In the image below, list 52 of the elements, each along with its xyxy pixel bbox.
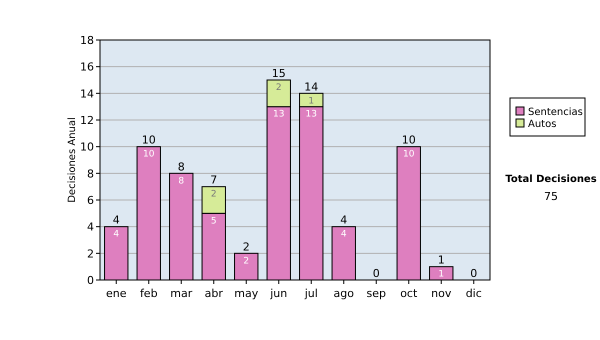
data-label: 2 [210,190,217,200]
total-label: 15 [272,67,286,80]
data-label: 10 [143,150,155,160]
x-tick-label: abr [204,287,224,300]
total-label: 7 [210,174,218,187]
total-label: 1 [438,254,445,267]
x-tick-label: mar [170,287,193,300]
data-label: 1 [308,96,314,106]
x-tick-label: feb [140,287,158,300]
total-label: 0 [372,267,380,280]
y-tick-label: 14 [80,87,94,100]
x-tick-label: jul [304,287,318,300]
data-label: 13 [306,110,317,120]
data-label: 10 [403,150,415,160]
data-label: 2 [276,83,282,93]
y-tick-label: 6 [87,194,94,207]
x-tick-label: dic [466,287,482,300]
total-label: 0 [470,267,478,280]
x-tick-label: sep [366,287,386,300]
data-label: 4 [113,230,120,240]
x-tick-label: ene [106,287,127,300]
total-label: 4 [112,214,120,227]
x-tick-label: nov [431,287,452,300]
legend-label: Autos [528,119,556,130]
y-tick-label: 0 [87,274,94,287]
x-tick-label: ago [334,287,354,300]
total-label: 2 [242,240,250,254]
y-tick-label: 4 [87,220,94,234]
total-label: 4 [340,214,348,227]
x-tick-label: oct [400,287,418,300]
data-label: 4 [340,230,347,240]
data-label: 1 [438,270,444,280]
text: 75 [544,190,558,203]
y-tick-label: 16 [80,60,94,74]
data-label: 13 [273,110,284,120]
legend-label: Sentencias [528,107,583,118]
y-tick-label: 8 [87,167,94,180]
y-tick-label: 2 [87,247,94,260]
y-tick-label: 12 [80,114,94,127]
data-label: 8 [178,176,184,186]
y-axis-title: Decisiones Anual [67,117,78,203]
text: Total Decisiones [505,174,597,185]
data-label: 5 [210,216,217,226]
data-label: 2 [243,256,250,266]
total-label: 10 [402,134,416,147]
total-label: 10 [142,134,156,147]
total-label: 8 [178,160,185,174]
y-tick-label: 10 [80,140,94,154]
total-label: 14 [304,80,318,94]
x-tick-label: jun [269,287,288,300]
x-tick-label: may [234,287,259,300]
y-tick-label: 18 [80,34,94,47]
